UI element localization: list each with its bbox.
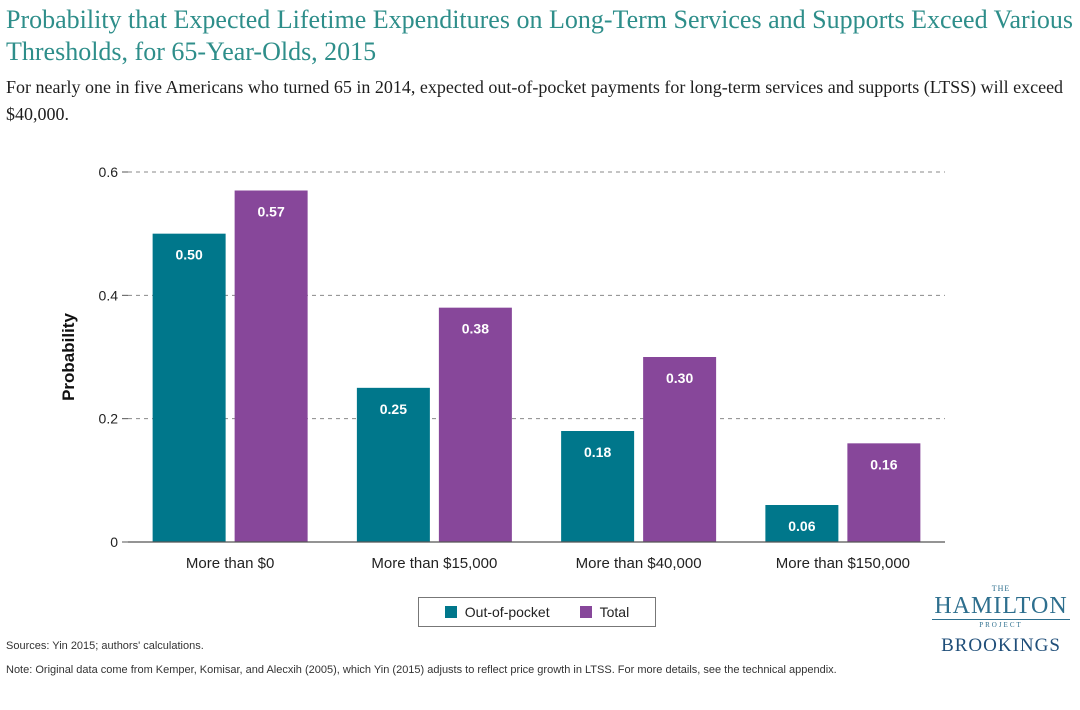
bar-total-4 [847, 443, 921, 542]
bar-out-of-pocket-1 [152, 233, 226, 542]
x-tick-label: More than $0 [186, 555, 274, 572]
bar-out-of-pocket-2 [356, 387, 430, 542]
data-labels: 0.50 0.57 0.25 0.38 0.18 0.30 0.06 0.16 [176, 204, 898, 535]
bar-total-2 [438, 307, 512, 542]
data-label: 0.38 [462, 321, 489, 337]
x-tick-label: More than $15,000 [371, 555, 497, 572]
data-label: 0.18 [584, 444, 611, 460]
bar-out-of-pocket-3 [561, 431, 635, 542]
bar-total-1 [234, 190, 308, 542]
logo-brookings: BROOKINGS [941, 635, 1061, 656]
legend-swatch-out-of-pocket [444, 606, 457, 618]
y-tick-label: 0 [110, 534, 118, 550]
y-axis-label: Probability [59, 313, 78, 401]
logo-hamilton: HAMILTON [932, 593, 1070, 620]
chart-title: Probability that Expected Lifetime Expen… [6, 5, 1074, 66]
bar-total-3 [643, 357, 717, 542]
sources-text: Sources: Yin 2015; authors' calculations… [6, 640, 204, 652]
y-tick-label: 0.4 [99, 287, 119, 303]
bar-out-of-pocket-4 [765, 505, 839, 542]
logo-project: PROJECT [979, 621, 1023, 629]
legend-label-total: Total [599, 604, 630, 620]
data-label: 0.25 [380, 401, 407, 417]
logo-the: THE [991, 584, 1011, 593]
legend-item-out-of-pocket: Out-of-pocket [444, 604, 550, 620]
note-text: Note: Original data come from Kemper, Ko… [6, 664, 837, 676]
x-tick-label: More than $150,000 [776, 555, 910, 572]
data-label: 0.30 [666, 370, 693, 386]
legend-swatch-total [579, 606, 592, 618]
axes: 0 0.2 0.4 0.6 Probability More than $0 More th… [59, 164, 945, 572]
data-label: 0.06 [788, 518, 815, 534]
bar-chart: 0.50 0.57 0.25 0.38 0.18 0.30 0.06 0.16 0 0.2 0.4… [59, 164, 945, 572]
data-label: 0.57 [258, 204, 285, 220]
data-label: 0.50 [176, 247, 203, 263]
chart-subtitle: For nearly one in five Americans who tur… [6, 77, 1064, 124]
legend-label-out-of-pocket: Out-of-pocket [464, 604, 550, 620]
x-tick-label: More than $40,000 [576, 555, 702, 572]
legend-item-total: Total [579, 604, 630, 620]
y-tick-label: 0.2 [99, 411, 119, 427]
hamilton-brookings-logo: THE HAMILTON PROJECT BROOKINGS [928, 585, 1074, 658]
data-label: 0.16 [870, 456, 897, 472]
y-tick-label: 0.6 [99, 164, 119, 180]
bars [152, 190, 921, 542]
chart-legend: Out-of-pocket Total [418, 597, 656, 627]
